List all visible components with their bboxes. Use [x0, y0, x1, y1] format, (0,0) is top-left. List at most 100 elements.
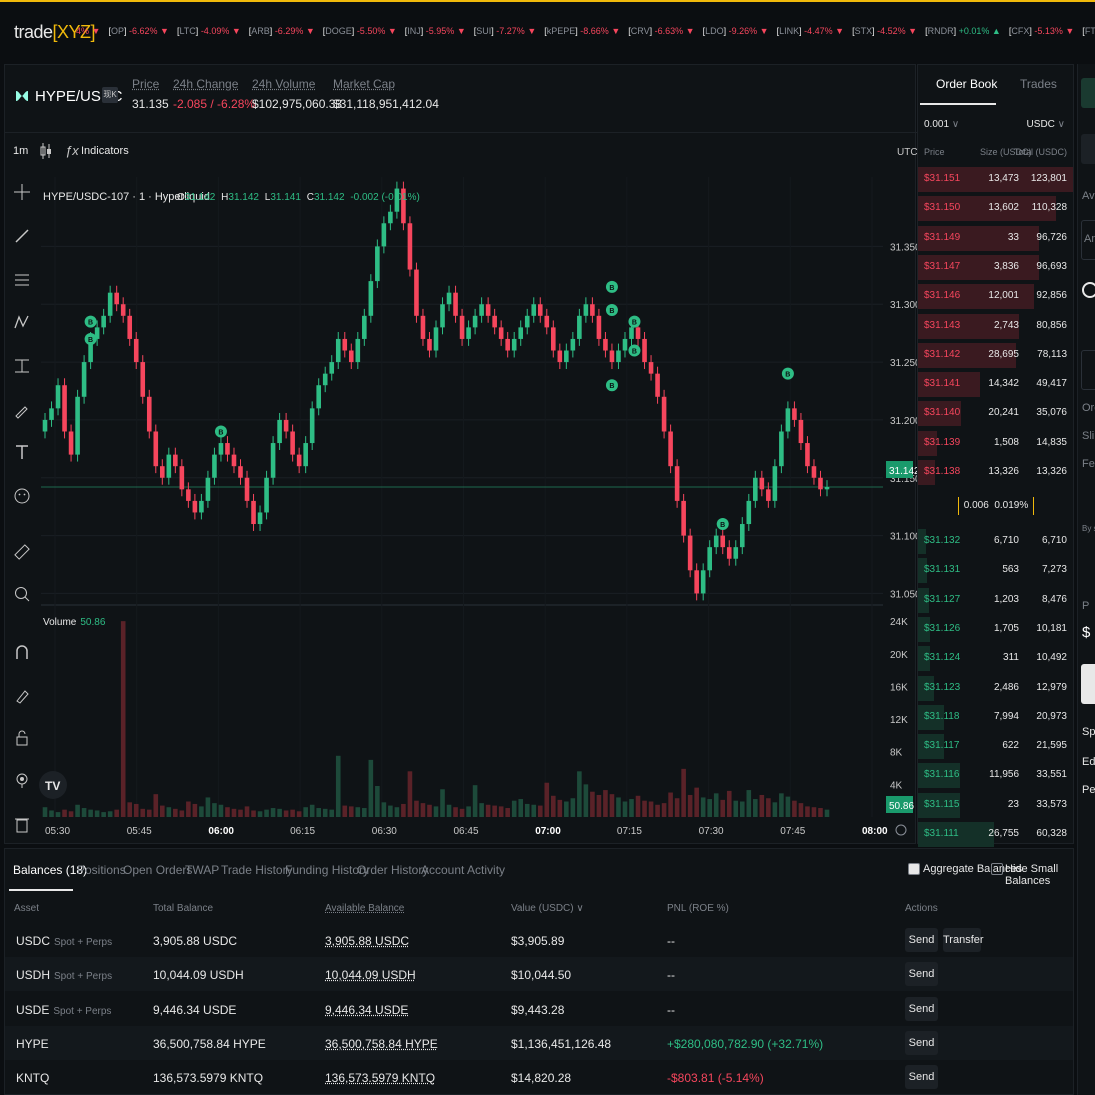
available-balance-cell[interactable]: 3,905.88 USDC: [325, 934, 410, 948]
ask-row[interactable]: $31.151 13,473 123,801: [918, 165, 1073, 194]
buy-marker[interactable]: B: [84, 332, 97, 345]
account-tab[interactable]: TWAP: [185, 863, 220, 877]
ticker-item[interactable]: 4% ▼: [76, 26, 100, 36]
ruler-icon[interactable]: [13, 543, 31, 561]
ticker-item[interactable]: [INJ] -5.95% ▼: [404, 26, 466, 36]
tpsl-box[interactable]: [1081, 350, 1095, 390]
ticker-item[interactable]: [LDO] -9.26% ▼: [702, 26, 769, 36]
horizontal-lines-icon[interactable]: [13, 271, 31, 289]
send-button[interactable]: Send: [905, 962, 938, 987]
buy-marker[interactable]: B: [781, 367, 794, 380]
trash-icon[interactable]: [13, 815, 31, 833]
lock-drawing-icon[interactable]: [13, 687, 31, 705]
tradingview-logo-icon[interactable]: TV: [45, 779, 60, 793]
send-button[interactable]: Send: [905, 996, 938, 1021]
account-tab[interactable]: Funding History: [285, 863, 370, 877]
ticker-item[interactable]: [CRV] -6.63% ▼: [628, 26, 695, 36]
crosshair-icon[interactable]: [13, 183, 31, 201]
transfer-button[interactable]: Transfer: [943, 928, 984, 952]
visibility-icon[interactable]: [13, 771, 31, 789]
aggregate-balances-checkbox[interactable]: [908, 863, 920, 875]
zoom-icon[interactable]: [13, 585, 31, 603]
tab-order-book[interactable]: Order Book: [936, 77, 998, 91]
send-button[interactable]: Send: [905, 928, 938, 952]
ticker-item[interactable]: [CFX] -5.13% ▼: [1008, 26, 1075, 36]
ask-row[interactable]: $31.149 33 96,726: [918, 224, 1073, 253]
account-tab[interactable]: Order History: [357, 863, 429, 877]
magnet-icon[interactable]: [13, 643, 31, 661]
currency-select[interactable]: USDC ∨: [1027, 119, 1065, 130]
buy-marker[interactable]: B: [628, 344, 641, 357]
logo[interactable]: trade[XYZ]: [14, 22, 96, 43]
available-balance-cell[interactable]: 136,573.5979 KNTQ: [325, 1071, 436, 1086]
col-value[interactable]: Value (USDC) ∨: [511, 903, 584, 914]
ticker-item[interactable]: [OP] -6.62% ▼: [108, 26, 169, 36]
account-tab[interactable]: Balances (18): [13, 863, 88, 877]
ask-row[interactable]: $31.138 13,326 13,326: [918, 458, 1073, 487]
brush-icon[interactable]: [13, 401, 31, 419]
pattern-icon[interactable]: [13, 313, 31, 331]
hide-small-balances-checkbox[interactable]: [991, 863, 1003, 875]
account-tab[interactable]: Account Activity: [421, 863, 506, 877]
buy-marker[interactable]: B: [605, 280, 618, 293]
tab-trades[interactable]: Trades: [1020, 77, 1057, 91]
bid-row[interactable]: $31.117 622 21,595: [918, 732, 1073, 761]
emoji-icon[interactable]: [13, 487, 31, 505]
slider-handle[interactable]: [1082, 282, 1095, 298]
ask-row[interactable]: $31.139 1,508 14,835: [918, 429, 1073, 458]
ask-row[interactable]: $31.143 2,743 80,856: [918, 312, 1073, 341]
buy-marker[interactable]: B: [84, 315, 97, 328]
ticker-item[interactable]: [STX] -4.52% ▼: [852, 26, 918, 36]
tick-size-select[interactable]: 0.001 ∨: [924, 119, 959, 130]
text-tool-icon[interactable]: [13, 443, 31, 461]
pair-selector[interactable]: HYPE/USDC: [35, 88, 123, 105]
ask-row[interactable]: $31.146 12,001 92,856: [918, 282, 1073, 311]
bid-row[interactable]: $31.111 26,755 60,328: [918, 820, 1073, 849]
indicators-icon[interactable]: ƒx: [65, 143, 79, 158]
account-tab[interactable]: Open Orders: [123, 863, 193, 877]
bid-row[interactable]: $31.116 11,956 33,551: [918, 761, 1073, 790]
buy-tab[interactable]: [1081, 78, 1095, 108]
interval-selector[interactable]: 1m: [13, 145, 29, 157]
send-button[interactable]: Send: [905, 1030, 938, 1055]
ask-row[interactable]: $31.150 13,602 110,328: [918, 194, 1073, 223]
ask-row[interactable]: $31.141 14,342 49,417: [918, 370, 1073, 399]
ask-row[interactable]: $31.147 3,836 96,693: [918, 253, 1073, 282]
account-tab[interactable]: Positions: [77, 863, 126, 877]
timezone-label[interactable]: UTC: [897, 147, 918, 158]
measure-icon[interactable]: [13, 357, 31, 375]
ticker-item[interactable]: [FTM] -1.80% ▼: [1082, 26, 1095, 36]
available-balance-cell[interactable]: 10,044.09 USDH: [325, 968, 416, 983]
buy-marker[interactable]: B: [628, 315, 641, 328]
available-balance-cell[interactable]: 36,500,758.84 HYPE: [325, 1036, 438, 1051]
ticker-item[interactable]: [LTC] -4.09% ▼: [176, 26, 241, 36]
indicators-button[interactable]: Indicators: [81, 145, 129, 157]
available-balance-cell[interactable]: 9,446.34 USDE: [325, 1002, 409, 1017]
bid-row[interactable]: $31.131 563 7,273: [918, 556, 1073, 585]
order-type-button[interactable]: [1081, 134, 1095, 164]
ticker-item[interactable]: [ARB] -6.29% ▼: [248, 26, 315, 36]
bid-row[interactable]: $31.126 1,705 10,181: [918, 615, 1073, 644]
buy-marker[interactable]: B: [214, 425, 227, 438]
ticker-item[interactable]: [RNDR] +0.01% ▲: [925, 26, 1001, 36]
ticker-item[interactable]: [kPEPE] -8.66% ▼: [544, 26, 621, 36]
candle-type-icon[interactable]: [39, 141, 53, 161]
bid-row[interactable]: $31.127 1,203 8,476: [918, 586, 1073, 615]
ticker-item[interactable]: [DOGE] -5.50% ▼: [322, 26, 397, 36]
ask-row[interactable]: $31.142 28,695 78,113: [918, 341, 1073, 370]
send-button[interactable]: Send: [905, 1065, 938, 1090]
bid-row[interactable]: $31.123 2,486 12,979: [918, 674, 1073, 703]
buy-marker[interactable]: B: [605, 379, 618, 392]
bid-row[interactable]: $31.115 23 33,573: [918, 791, 1073, 820]
pair-badge[interactable]: 现K: [102, 87, 118, 103]
amount-input[interactable]: Am: [1081, 220, 1095, 260]
buy-marker[interactable]: B: [605, 304, 618, 317]
ask-row[interactable]: $31.140 20,241 35,076: [918, 399, 1073, 428]
trend-line-icon[interactable]: [13, 227, 31, 245]
account-tab[interactable]: Trade History: [221, 863, 293, 877]
buy-marker[interactable]: B: [716, 518, 729, 531]
bid-row[interactable]: $31.124 311 10,492: [918, 644, 1073, 673]
chart-settings-icon[interactable]: [895, 824, 907, 836]
price-chart[interactable]: B B B B B B B B B B 31.350 31.300 31.250 31.200 31.15…: [5, 65, 917, 845]
bid-row[interactable]: $31.132 6,710 6,710: [918, 527, 1073, 556]
